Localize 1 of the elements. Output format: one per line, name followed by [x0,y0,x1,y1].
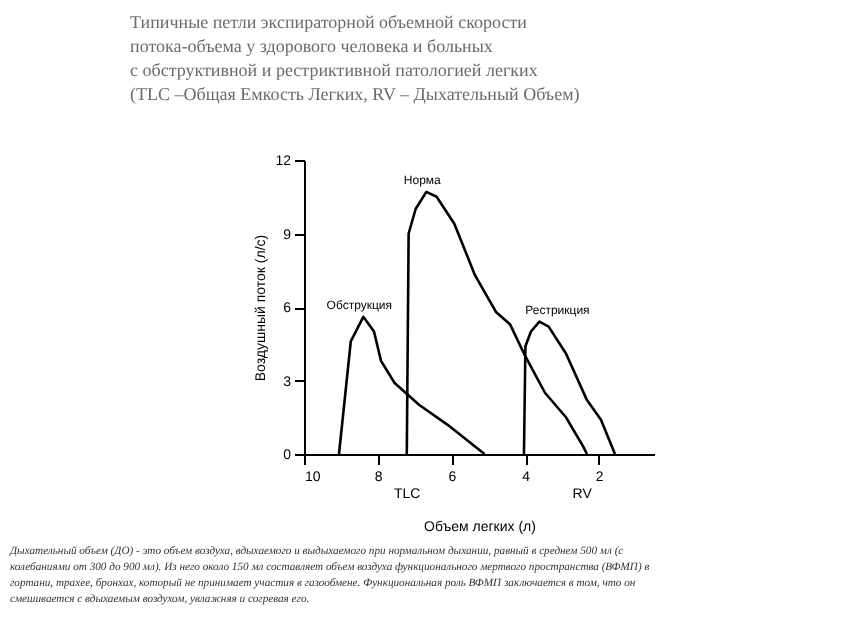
chart-title: Типичные петли экспираторной объемной скорости потока-объема у здорового человека и больных с обструктивной и рестриктивной патологией легких (TLC –Общая Емкость Легких, RV – Дыхательный Объем) [130,12,580,104]
